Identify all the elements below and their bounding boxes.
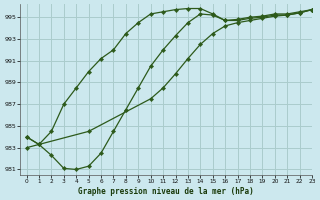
X-axis label: Graphe pression niveau de la mer (hPa): Graphe pression niveau de la mer (hPa) (78, 187, 254, 196)
